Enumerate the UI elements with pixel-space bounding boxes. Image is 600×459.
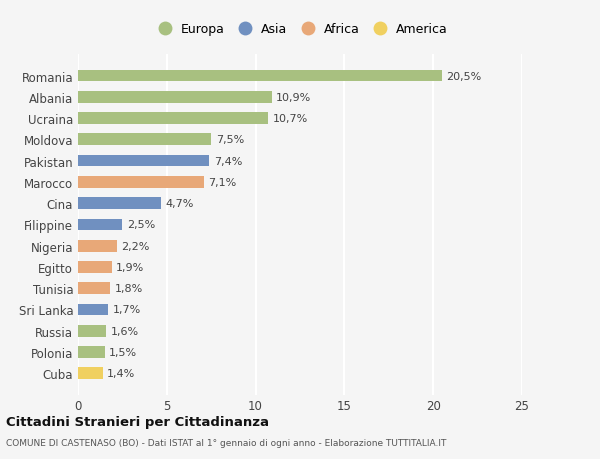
Bar	[78, 113, 268, 125]
Text: 10,7%: 10,7%	[272, 114, 308, 124]
Bar	[78, 92, 272, 103]
Text: 4,7%: 4,7%	[166, 199, 194, 209]
Text: 1,8%: 1,8%	[115, 284, 143, 294]
Text: 7,1%: 7,1%	[209, 178, 237, 187]
Bar	[78, 198, 161, 209]
Bar	[78, 347, 104, 358]
Text: 1,6%: 1,6%	[111, 326, 139, 336]
Text: 7,5%: 7,5%	[215, 135, 244, 145]
Text: 20,5%: 20,5%	[446, 71, 482, 81]
Bar	[78, 325, 106, 337]
Text: 7,4%: 7,4%	[214, 156, 242, 166]
Bar	[78, 219, 122, 231]
Bar	[78, 156, 209, 167]
Text: 1,9%: 1,9%	[116, 263, 145, 272]
Bar	[78, 368, 103, 379]
Bar	[78, 283, 110, 294]
Bar	[78, 241, 117, 252]
Text: 1,7%: 1,7%	[113, 305, 141, 315]
Text: 1,4%: 1,4%	[107, 369, 136, 379]
Bar	[78, 71, 442, 82]
Text: COMUNE DI CASTENASO (BO) - Dati ISTAT al 1° gennaio di ogni anno - Elaborazione : COMUNE DI CASTENASO (BO) - Dati ISTAT al…	[6, 438, 446, 448]
Bar	[78, 262, 112, 273]
Bar	[78, 134, 211, 146]
Text: 2,2%: 2,2%	[122, 241, 150, 251]
Text: Cittadini Stranieri per Cittadinanza: Cittadini Stranieri per Cittadinanza	[6, 415, 269, 428]
Bar	[78, 304, 108, 316]
Text: 2,5%: 2,5%	[127, 220, 155, 230]
Text: 10,9%: 10,9%	[276, 93, 311, 102]
Text: 1,5%: 1,5%	[109, 347, 137, 357]
Bar	[78, 177, 204, 188]
Legend: Europa, Asia, Africa, America: Europa, Asia, Africa, America	[150, 21, 450, 39]
